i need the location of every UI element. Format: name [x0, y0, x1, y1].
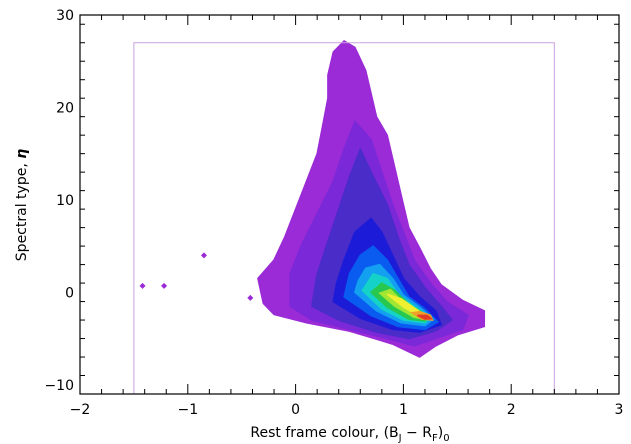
plot-frame: [79, 14, 620, 395]
y-tick-label: 0: [65, 285, 74, 301]
outlier-point-2: [161, 282, 168, 289]
y-tick-label: 10: [56, 193, 74, 209]
contour-plot: [257, 39, 486, 358]
contour-level-12: [417, 314, 434, 320]
y-axis: −10 0 10 20 30: [44, 8, 619, 395]
x-tick-label: 1: [399, 402, 408, 418]
y-tick-label: 20: [56, 100, 74, 116]
x-tick-label: 0: [291, 402, 300, 418]
x-axis: −2 −1 0 1 2 3: [70, 15, 624, 418]
x-tick-label: 3: [615, 402, 624, 418]
x-tick-label: −2: [70, 402, 91, 418]
y-tick-label: 30: [56, 8, 74, 24]
outlier-point-1: [139, 282, 146, 289]
outlier-point-4: [247, 294, 254, 301]
y-axis-label: Spectral type, η: [14, 149, 30, 261]
x-tick-label: −1: [177, 402, 198, 418]
outlier-points: [139, 252, 294, 317]
outlier-point-5: [287, 310, 294, 317]
y-tick-label: −10: [44, 378, 74, 394]
outlier-point-3: [200, 252, 207, 259]
x-axis-label: Rest frame colour, (BJ − RF)0: [250, 425, 449, 444]
x-tick-label: 2: [507, 402, 516, 418]
